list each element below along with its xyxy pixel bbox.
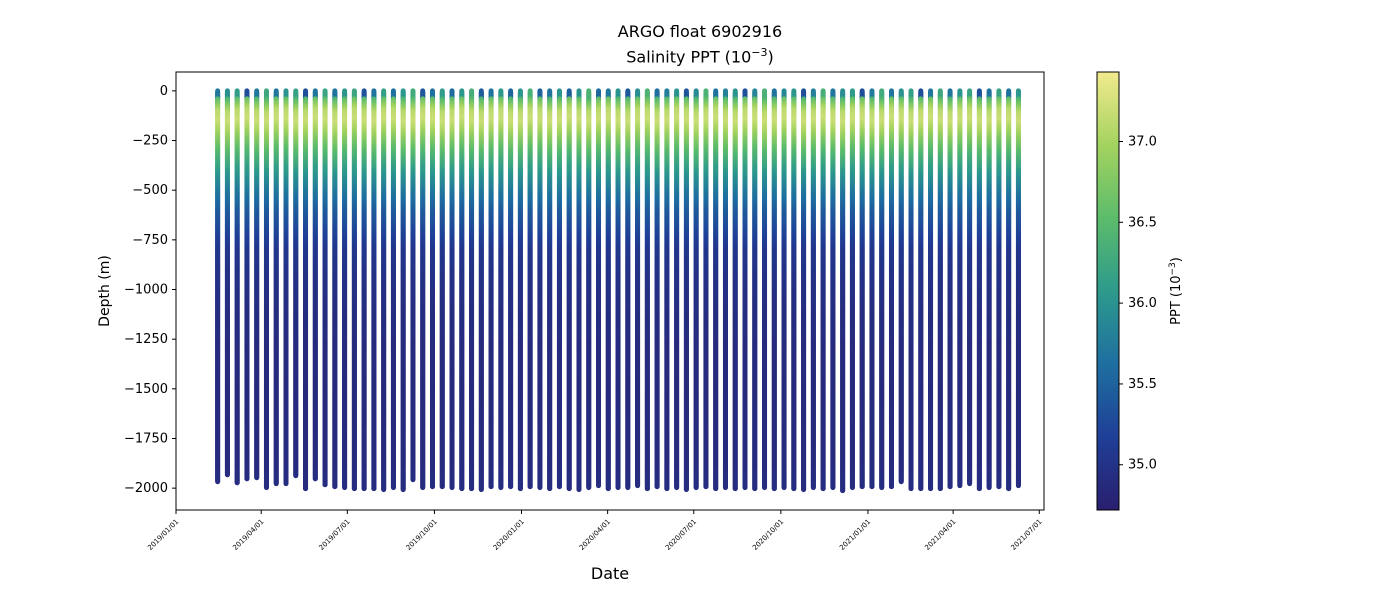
chart-subtitle: Salinity PPT (10−3) xyxy=(0,46,1400,66)
profile-points xyxy=(215,88,1021,494)
chart-title: ARGO float 6902916 xyxy=(0,22,1400,41)
chart-subtitle-end: ) xyxy=(768,47,774,66)
chart-subtitle-exponent: −3 xyxy=(751,46,767,59)
chart-subtitle-text: Salinity PPT (10 xyxy=(626,47,751,66)
